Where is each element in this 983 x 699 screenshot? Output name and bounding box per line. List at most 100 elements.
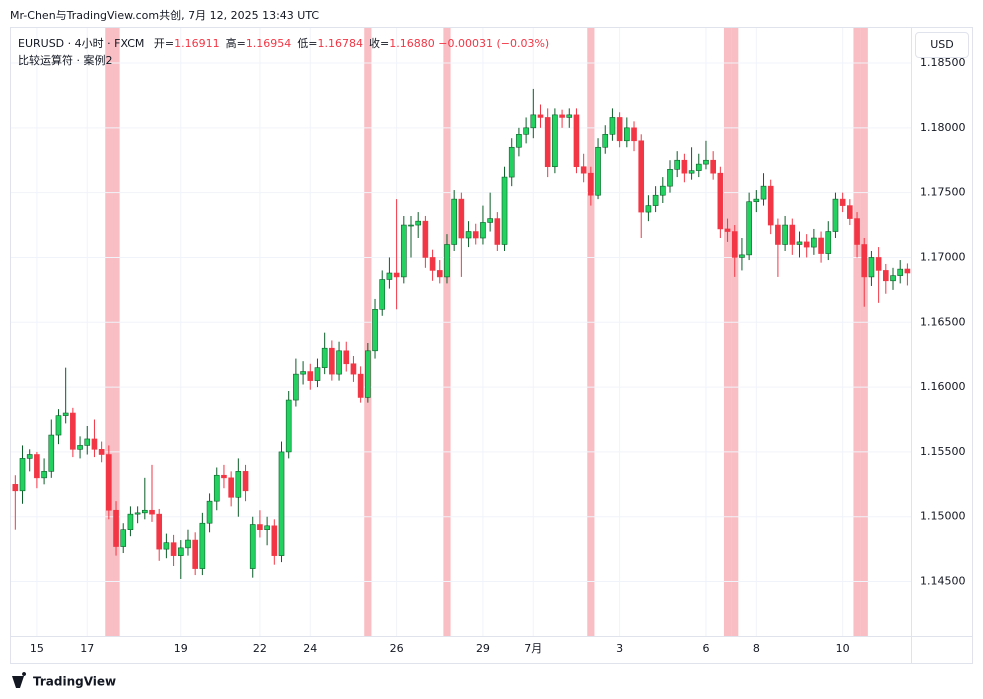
- candle-body: [890, 275, 896, 282]
- candle-body: [854, 218, 860, 245]
- brand-logo: [12, 672, 27, 688]
- x-tick-label: 29: [476, 642, 490, 655]
- highlight-band: [723, 28, 732, 636]
- candle-body: [213, 474, 220, 502]
- candle-body: [602, 134, 609, 148]
- candle-body: [242, 471, 249, 492]
- candle-body: [408, 224, 414, 227]
- candle-body: [264, 525, 270, 530]
- candle-body: [321, 347, 328, 368]
- highlight-band: [860, 28, 868, 636]
- y-tick-label: 1.18000: [920, 121, 966, 134]
- candle-body: [307, 371, 314, 381]
- candle-body: [293, 373, 299, 401]
- candle-body: [12, 484, 19, 492]
- candle-body: [163, 542, 170, 550]
- candle-body: [91, 438, 98, 450]
- y-tick-label: 1.14500: [920, 575, 966, 588]
- candle-body: [717, 172, 724, 230]
- candle-body: [84, 438, 91, 446]
- symbol-legend: EURUSD · 4小时 · FXCM 开=1.16911 高=1.16954 低=…: [18, 35, 549, 51]
- candle-body: [34, 454, 40, 479]
- symbol: EURUSD · 4小时 · FXCM: [18, 37, 145, 50]
- y-tick-label: 1.15500: [920, 445, 966, 458]
- candle-body: [875, 257, 882, 271]
- candle-body: [508, 146, 515, 178]
- candle-body: [746, 201, 752, 256]
- candle-body: [285, 399, 292, 453]
- candle-body: [552, 114, 558, 168]
- candle-body: [883, 270, 889, 282]
- legend-value: 1.16911: [174, 37, 220, 50]
- candle-body: [595, 146, 601, 196]
- candle-body: [77, 445, 83, 450]
- candle-body: [62, 412, 69, 416]
- candle-body: [228, 477, 234, 498]
- candle-body: [472, 231, 479, 239]
- candle-body: [249, 524, 256, 569]
- candle-body: [695, 163, 702, 171]
- currency-button[interactable]: USD: [915, 32, 969, 58]
- candle-body: [868, 257, 875, 278]
- chart-frame: [10, 27, 973, 664]
- legend-label: 收=: [369, 37, 390, 50]
- candle-body: [127, 513, 134, 530]
- candle-body: [149, 509, 155, 515]
- candle-body: [329, 347, 335, 375]
- y-tick-label: 1.16000: [920, 380, 966, 393]
- candle-body: [832, 198, 839, 232]
- candle-body: [70, 412, 76, 450]
- candle-body: [789, 224, 796, 245]
- candle-body: [156, 513, 163, 550]
- candle-body: [350, 363, 357, 375]
- x-tick-label: 6: [702, 642, 709, 655]
- candle-body: [415, 220, 422, 226]
- candle-body: [41, 471, 47, 479]
- candle-body: [667, 169, 673, 187]
- legend-label: 高=: [225, 37, 246, 50]
- legend-value: 1.16954: [245, 37, 292, 50]
- legend-label: 开=: [153, 37, 175, 50]
- candle-body: [724, 228, 731, 232]
- y-tick-label: 1.17000: [920, 250, 966, 263]
- y-tick-label: 1.18500: [920, 56, 966, 69]
- candle-body: [839, 198, 846, 206]
- candle-body: [451, 198, 457, 245]
- candle-body: [796, 241, 803, 245]
- x-tick-label: 26: [390, 642, 404, 655]
- candle-body: [588, 172, 594, 196]
- candle-body: [681, 159, 688, 174]
- y-tick-label: 1.15000: [920, 510, 966, 523]
- candle-body: [444, 244, 450, 278]
- highlight-band: [731, 28, 739, 636]
- candle-body: [544, 117, 551, 168]
- candle-body: [400, 224, 407, 278]
- highlight-band: [443, 28, 451, 636]
- candle-body: [177, 547, 184, 556]
- candle-body: [811, 237, 817, 248]
- candle-body: [436, 270, 443, 278]
- candle-body: [818, 237, 824, 254]
- candle-body: [638, 140, 645, 213]
- highlight-band: [364, 28, 372, 636]
- highlight-band: [587, 28, 595, 636]
- x-tick-label: 15: [30, 642, 44, 655]
- candle-body: [782, 224, 788, 245]
- candle-body: [494, 218, 501, 245]
- indicator: 比较运算符 · 案例2: [18, 54, 113, 67]
- candle-body: [257, 524, 263, 530]
- candle-body: [235, 471, 242, 498]
- candle-body: [170, 542, 177, 556]
- candle-body: [659, 185, 666, 196]
- candle-body: [106, 454, 112, 511]
- x-tick-label: 10: [836, 642, 850, 655]
- candle-body: [631, 127, 637, 142]
- candle-body: [278, 451, 285, 556]
- candle-body: [120, 529, 127, 547]
- credit: Mr-Chen与TradingView.com共创, 7月 12, 2025 1…: [10, 9, 320, 22]
- x-tick-label: 17: [80, 642, 94, 655]
- candle-body: [26, 454, 33, 459]
- candle-body: [753, 198, 760, 203]
